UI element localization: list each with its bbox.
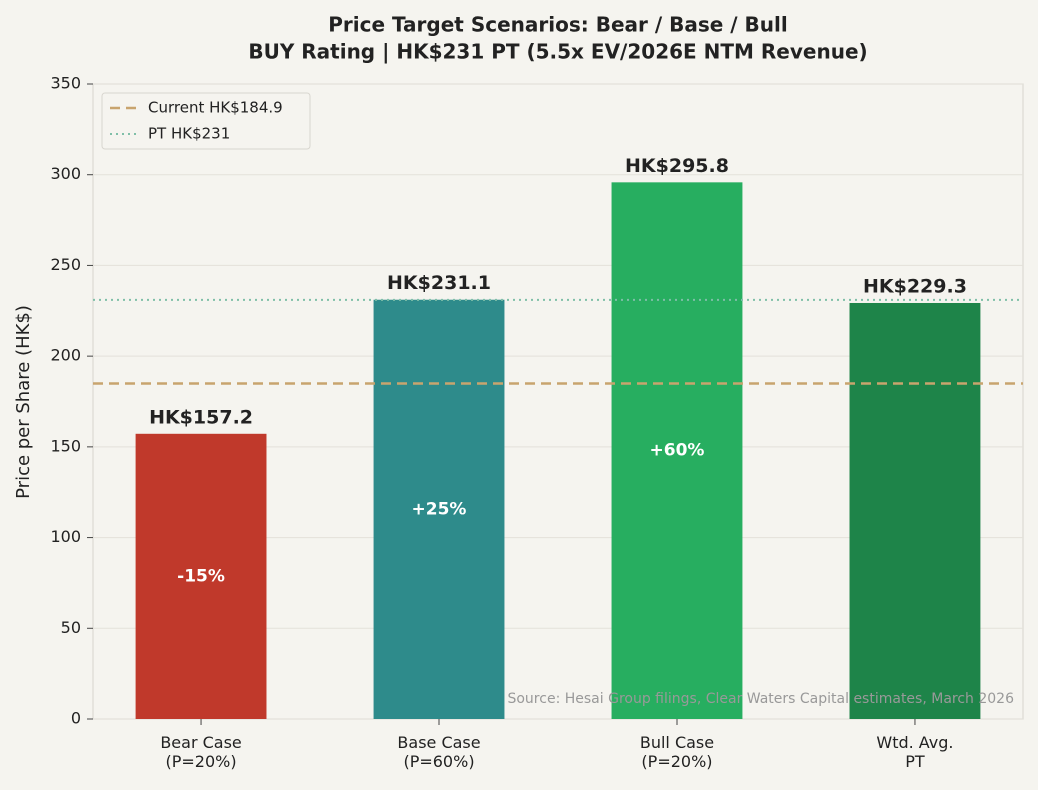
bar (135, 433, 267, 719)
x-tick-label: Bear Case (P=20%) (160, 733, 241, 771)
bar (849, 302, 981, 719)
legend-box (101, 92, 311, 150)
y-tick-label: 0 (71, 709, 81, 728)
chart-subtitle: BUY Rating | HK$231 PT (5.5x EV/2026E NT… (248, 40, 867, 64)
y-tick-label: 150 (50, 436, 81, 455)
chart-title: Price Target Scenarios: Bear / Base / Bu… (328, 13, 788, 37)
bar-annotation: +25% (412, 499, 467, 519)
y-tick-label: 50 (61, 618, 81, 637)
bar-annotation: -15% (177, 566, 225, 586)
value-label: HK$295.8 (625, 155, 729, 177)
y-tick-label: 100 (50, 527, 81, 546)
y-tick-label: 250 (50, 255, 81, 274)
bar (373, 299, 505, 719)
y-axis-label: Price per Share (HK$) (13, 305, 34, 499)
y-tick-label: 350 (50, 74, 81, 93)
y-tick-label: 300 (50, 164, 81, 183)
x-tick-label: Base Case (P=60%) (397, 733, 480, 771)
value-label: HK$157.2 (149, 406, 253, 428)
x-tick-label: Bull Case (P=20%) (640, 733, 714, 771)
y-tick-label: 200 (50, 346, 81, 365)
value-label: HK$229.3 (863, 275, 967, 297)
legend-label: PT HK$231 (148, 125, 230, 143)
legend-label: Current HK$184.9 (148, 99, 283, 117)
value-label: HK$231.1 (387, 272, 491, 294)
source-note: Source: Hesai Group filings, Clear Water… (507, 691, 1014, 707)
bar (611, 182, 743, 719)
bar-annotation: +60% (650, 441, 705, 461)
x-tick-label: Wtd. Avg. PT (876, 733, 953, 771)
